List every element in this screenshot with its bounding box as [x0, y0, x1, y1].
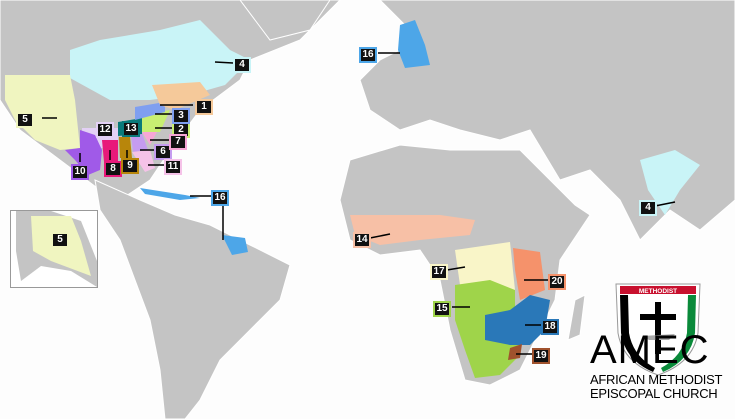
logo-subtitle-line1: AFRICAN METHODIST: [590, 372, 723, 387]
label-region-6[interactable]: 6: [154, 144, 172, 160]
label-region-16-uk[interactable]: 16: [359, 47, 377, 63]
region-10: [65, 130, 102, 175]
region-9: [119, 137, 132, 158]
land-madagascar: [567, 294, 586, 341]
label-region-19[interactable]: 19: [532, 348, 550, 364]
region-17: [455, 242, 515, 295]
label-region-17[interactable]: 17: [430, 264, 448, 280]
land-eurasia: [359, 0, 735, 241]
label-region-5-alaska[interactable]: 5: [51, 232, 69, 248]
label-region-12[interactable]: 12: [96, 122, 114, 138]
region-16-uk: [398, 20, 430, 68]
region-7: [142, 130, 158, 145]
region-20: [513, 248, 545, 300]
label-region-11[interactable]: 11: [164, 159, 182, 175]
label-region-4[interactable]: 4: [233, 57, 251, 73]
land-south-america: [94, 179, 291, 419]
label-region-9[interactable]: 9: [121, 158, 139, 174]
region-16-caribbean: [140, 188, 200, 200]
label-region-15[interactable]: 15: [433, 301, 451, 317]
region-6: [131, 133, 148, 152]
label-region-16-caribbean[interactable]: 16: [211, 190, 229, 206]
amec-shield-logo: METHODIST: [615, 283, 701, 376]
label-region-18[interactable]: 18: [541, 319, 559, 335]
alaska-shape: [16, 211, 97, 287]
region-18: [485, 295, 550, 345]
logo-subtitle: AFRICAN METHODIST EPISCOPAL CHURCH: [590, 373, 722, 401]
region-11: [132, 150, 155, 172]
region-1: [152, 82, 210, 110]
label-region-10[interactable]: 10: [71, 164, 89, 180]
region-5: [5, 75, 80, 150]
region-19: [508, 344, 522, 360]
label-region-3[interactable]: 3: [172, 108, 190, 124]
region-3: [135, 102, 165, 120]
label-region-8[interactable]: 8: [104, 161, 122, 177]
logo-subtitle-line2: EPISCOPAL CHURCH: [590, 386, 718, 401]
shield-top-text: METHODIST: [639, 288, 677, 295]
label-region-13[interactable]: 13: [122, 121, 140, 137]
leader-lines: [42, 52, 676, 355]
alaska-inset: [10, 210, 98, 288]
label-region-5[interactable]: 5: [16, 112, 34, 128]
label-region-20[interactable]: 20: [548, 274, 566, 290]
label-region-1[interactable]: 1: [195, 99, 213, 115]
label-region-7[interactable]: 7: [169, 134, 187, 150]
label-region-14[interactable]: 14: [353, 232, 371, 248]
logo-title: AMEC: [590, 328, 710, 372]
region-16-guyana: [222, 235, 248, 255]
label-region-4-india[interactable]: 4: [639, 200, 657, 216]
land-greenland: [239, 0, 331, 41]
region-4-india: [640, 150, 700, 215]
region-14: [350, 215, 475, 245]
region-4: [70, 20, 250, 100]
